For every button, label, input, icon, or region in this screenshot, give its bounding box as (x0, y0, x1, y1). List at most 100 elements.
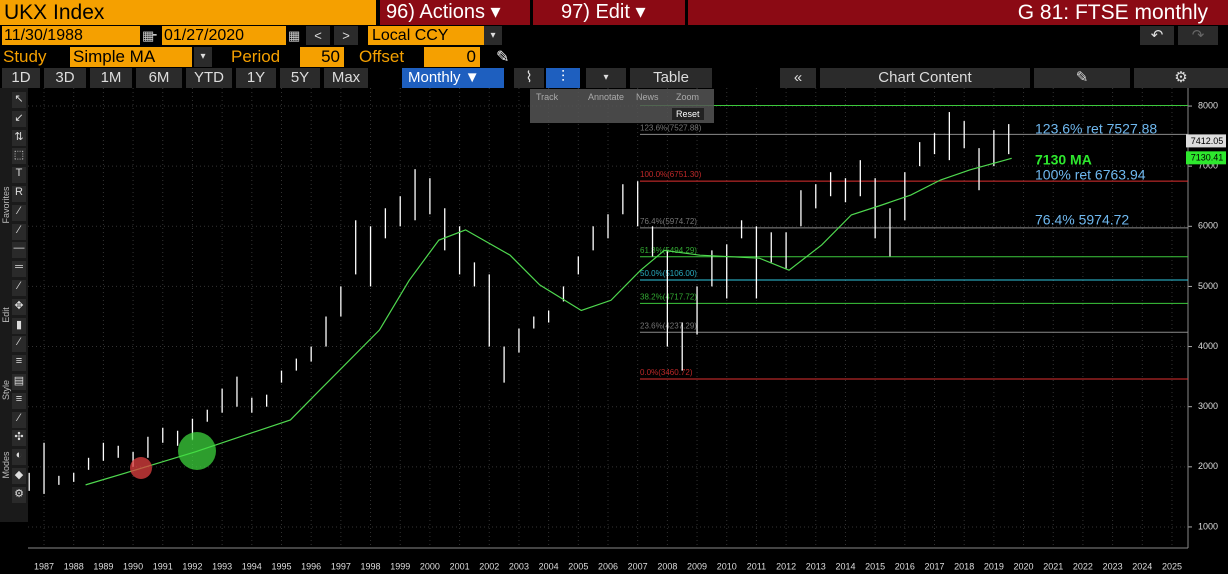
x-tick-label: 2025 (1162, 561, 1182, 571)
chart-tool[interactable]: Reset (672, 108, 704, 120)
tool-icon[interactable]: ▮ (12, 317, 26, 334)
edit-menu[interactable]: 97) Edit ▾ (533, 0, 685, 25)
currency[interactable]: Local CCY (368, 26, 484, 45)
tool-icon[interactable]: ⇅ (12, 129, 26, 146)
calendar-icon[interactable]: ▦ (288, 28, 301, 43)
x-tick-label: 2017 (924, 561, 944, 571)
range-button[interactable]: 3D (44, 68, 86, 88)
chart-tool[interactable]: News (636, 92, 659, 102)
x-tick-label: 1998 (361, 561, 381, 571)
x-tick-label: 1993 (212, 561, 232, 571)
edit-icon[interactable]: ✎ (1034, 68, 1130, 88)
annotation: 100% ret 6763.94 (1035, 167, 1146, 183)
dropdown[interactable]: ▾ (586, 68, 626, 88)
x-tick-label: 2013 (806, 561, 826, 571)
pencil-icon[interactable]: ✎ (496, 49, 510, 66)
fib-label: 123.6%(7527.88) (640, 124, 702, 133)
chart-content-button[interactable]: Chart Content (820, 68, 1030, 88)
highlight-circle (178, 432, 216, 470)
bar-chart-icon[interactable]: ⫶ (546, 68, 580, 88)
y-tick-label: 2000 (1198, 461, 1218, 471)
frequency[interactable]: Monthly ▼ (402, 68, 504, 88)
study-label: Study (3, 47, 47, 66)
edit: 97) Edit (561, 1, 630, 23)
tool-icon[interactable]: ▤ (12, 374, 26, 390)
tool-icon[interactable]: — (12, 242, 26, 259)
frequency-label: Monthly (408, 69, 461, 86)
x-tick-label: 2003 (509, 561, 529, 571)
y-tick-label: 1000 (1198, 521, 1218, 531)
tool-icon[interactable]: ⁄ (12, 411, 26, 428)
tool-icon[interactable]: R (12, 186, 26, 202)
tool-icon[interactable]: ↙ (12, 110, 26, 127)
prev-button[interactable]: < (306, 26, 330, 45)
fib-label: 100.0%(6751.30) (640, 170, 702, 179)
tool-icon[interactable]: ◆ (12, 468, 26, 484)
offset[interactable]: 0 (424, 47, 480, 67)
y-tick-label: 8000 (1198, 100, 1218, 110)
actions-menu[interactable]: 96) Actions ▾ (380, 0, 530, 25)
range-button[interactable]: 6M (136, 68, 182, 88)
dash: - (152, 26, 158, 43)
tool-icon[interactable]: ⁄ (12, 280, 26, 296)
start-date[interactable]: 11/30/1988 (2, 26, 140, 45)
y-tick-label: 6000 (1198, 221, 1218, 231)
tool-icon[interactable]: ◐ (12, 449, 26, 466)
dropdown[interactable]: ▾ (484, 26, 502, 45)
settings-icon[interactable]: ⚙ (1134, 68, 1228, 88)
tool-icon[interactable]: ≡ (12, 355, 26, 372)
tool-icon[interactable]: ✣ (12, 430, 26, 447)
tool-icon[interactable]: ⬚ (12, 148, 26, 165)
study[interactable]: Simple MA (70, 47, 192, 67)
dropdown[interactable]: ▾ (194, 47, 212, 67)
y-tick-label: 7000 (1198, 161, 1218, 171)
tool-icon[interactable]: ⁄ (12, 204, 26, 221)
actions: 96) Actions (386, 1, 485, 23)
tool-icon[interactable]: T (12, 167, 26, 184)
redo[interactable]: ↷ (1178, 26, 1218, 45)
x-tick-label: 2012 (776, 561, 796, 571)
x-tick-label: 2007 (628, 561, 648, 571)
tool-icon[interactable]: ≡ (12, 392, 26, 409)
fib-label: 50.0%(5106.00) (640, 269, 697, 278)
chart-tool[interactable]: Zoom (676, 92, 700, 102)
range-button[interactable]: 1D (2, 68, 40, 88)
tool-icon[interactable]: ↖ (12, 92, 26, 108)
x-tick-label: 1987 (34, 561, 54, 571)
table-button[interactable]: Table (630, 68, 712, 88)
tool-icon[interactable]: ═ (12, 261, 26, 278)
x-tick-label: 2014 (835, 561, 855, 571)
tool-icon[interactable]: ∕ (12, 223, 26, 240)
tool-icon[interactable]: ⁄ (12, 336, 26, 353)
calendar-icon[interactable]: ▦ (142, 28, 155, 43)
price-tag-box (1186, 134, 1226, 148)
tool-icon[interactable]: ⚙ (12, 486, 26, 503)
x-tick-label: 2021 (1043, 561, 1063, 571)
collapse-button[interactable]: « (780, 68, 816, 88)
range-button[interactable]: 1Y (236, 68, 276, 88)
fib-label: 38.2%(4717.72) (640, 293, 697, 302)
end-date[interactable]: 01/27/2020 (162, 26, 286, 45)
chart-tool[interactable]: Track (536, 92, 559, 102)
undo[interactable]: ↶ (1140, 26, 1174, 45)
x-tick-label: 2011 (747, 561, 766, 571)
x-tick-label: 1997 (331, 561, 351, 571)
moving-average (85, 157, 1012, 486)
x-tick-label: 2009 (687, 561, 707, 571)
x-tick-label: 2004 (539, 561, 559, 571)
line-chart-icon[interactable]: ⌇ (514, 68, 544, 88)
next-button[interactable]: > (334, 26, 358, 45)
range-button[interactable]: 5Y (280, 68, 320, 88)
annotation: 123.6% ret 7527.88 (1035, 121, 1157, 137)
tool-icon[interactable]: ✥ (12, 298, 26, 315)
range-button[interactable]: Max (324, 68, 368, 88)
range-button[interactable]: 1M (90, 68, 132, 88)
period[interactable]: 50 (300, 47, 344, 67)
range-button[interactable]: YTD (186, 68, 232, 88)
chart-tool[interactable]: Annotate (588, 92, 625, 102)
highlight-circle (130, 457, 152, 479)
x-tick-label: 1994 (242, 561, 262, 571)
security[interactable]: UKX Index (0, 0, 376, 25)
x-tick-label: 2024 (1132, 561, 1152, 571)
